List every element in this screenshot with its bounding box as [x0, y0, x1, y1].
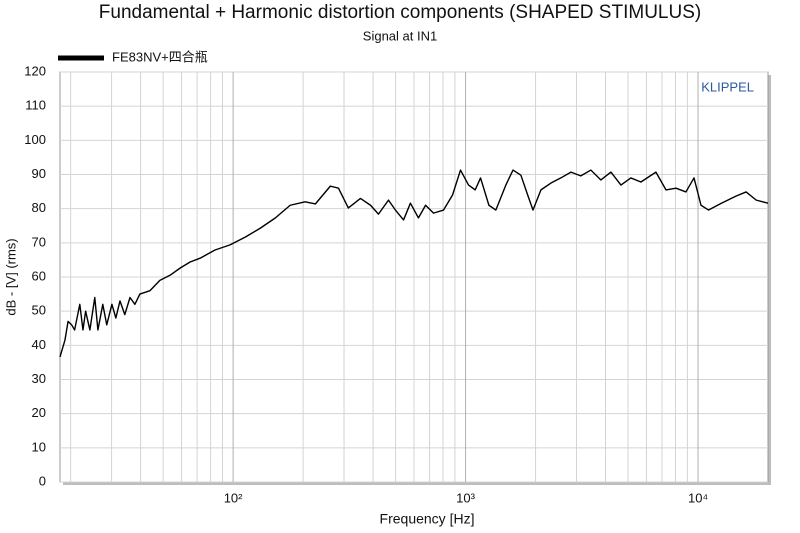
legend-label: FE83NV+四合瓶	[112, 49, 208, 64]
y-tick-label: 10	[32, 439, 46, 454]
y-tick-label: 0	[39, 473, 46, 488]
x-tick-label: 10³	[456, 490, 475, 505]
y-tick-label: 90	[32, 166, 46, 181]
y-tick-label: 80	[32, 200, 46, 215]
y-tick-label: 70	[32, 234, 46, 249]
x-tick-label: 10²	[224, 490, 243, 505]
chart-title: Fundamental + Harmonic distortion compon…	[99, 2, 701, 23]
annotation: KLIPPEL	[701, 79, 754, 94]
x-axis-label: Frequency [Hz]	[380, 511, 475, 527]
y-tick-label: 120	[24, 63, 46, 78]
y-tick-label: 20	[32, 405, 46, 420]
y-tick-label: 60	[32, 268, 46, 283]
y-tick-label: 110	[25, 98, 46, 113]
y-tick-label: 40	[32, 337, 46, 352]
data-line	[59, 169, 769, 358]
x-tick-label: 10⁴	[688, 490, 708, 505]
y-tick-label: 100	[24, 132, 46, 147]
y-tick-label: 50	[32, 303, 46, 318]
chart-subtitle: Signal at IN1	[363, 28, 437, 43]
y-axis-label: dB - [V] (rms)	[3, 238, 18, 315]
y-tick-label: 30	[32, 371, 46, 386]
